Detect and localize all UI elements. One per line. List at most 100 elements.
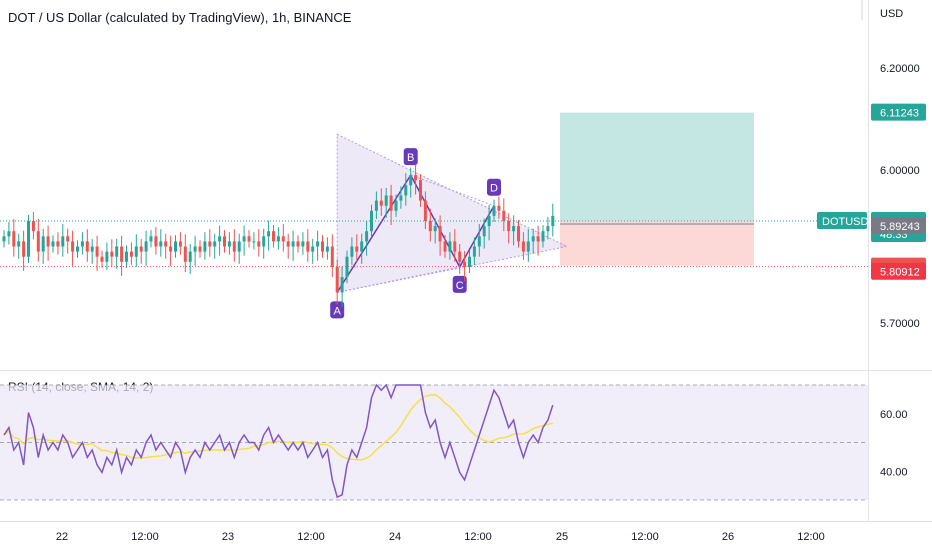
candle	[419, 174, 422, 207]
candle	[355, 234, 359, 262]
candle	[325, 237, 329, 260]
stop-loss-zone	[560, 221, 754, 266]
candle	[188, 243, 192, 275]
candle	[453, 229, 457, 262]
candle-body	[134, 246, 138, 257]
candle	[139, 238, 143, 264]
candle	[183, 234, 187, 272]
candle	[174, 235, 177, 258]
pattern-point-badge-b	[403, 148, 418, 166]
candle-body	[183, 246, 187, 262]
candle	[423, 191, 427, 230]
candle	[394, 194, 398, 217]
candle-body	[242, 236, 246, 242]
candle	[95, 235, 99, 271]
time-axis-tick: 22	[56, 531, 68, 543]
candle	[306, 229, 310, 262]
candle	[267, 220, 271, 251]
candle	[379, 188, 383, 216]
candle	[213, 233, 217, 259]
candle-body	[379, 200, 383, 206]
candle-body	[27, 221, 30, 257]
time-axis-tick: 12:00	[464, 531, 492, 543]
candle	[203, 232, 207, 260]
candle	[521, 232, 525, 260]
candle-body	[164, 241, 168, 247]
candle	[2, 230, 6, 248]
candle	[61, 224, 65, 257]
candle	[512, 215, 516, 246]
candle	[154, 227, 158, 255]
time-axis-tick: 26	[722, 531, 734, 543]
candle-body	[453, 241, 457, 252]
candle-body	[497, 205, 501, 211]
candle-body	[90, 246, 94, 252]
time-axis-tick: 24	[389, 531, 401, 543]
candle	[36, 218, 40, 262]
pattern-bd-line	[410, 174, 495, 207]
candle	[321, 235, 324, 258]
candle-body	[419, 180, 422, 201]
candle	[159, 229, 163, 257]
candle-body	[174, 241, 177, 252]
candle	[71, 230, 75, 266]
candle	[12, 218, 16, 257]
candle	[144, 230, 148, 266]
candle-body	[71, 241, 75, 252]
candle	[551, 203, 555, 237]
candle-body	[110, 251, 114, 257]
candle	[115, 238, 119, 269]
candle-body	[340, 277, 344, 293]
candle-body	[139, 246, 143, 252]
time-axis-tick: 12:00	[131, 531, 159, 543]
candle-body	[95, 246, 99, 257]
candle	[502, 198, 506, 232]
candle	[463, 251, 467, 282]
candle-body	[286, 241, 290, 247]
candle	[90, 238, 94, 264]
candle-body	[472, 246, 476, 257]
candle-body	[394, 200, 398, 211]
candle	[198, 240, 202, 258]
candle-body	[330, 246, 334, 267]
candle-body	[291, 241, 295, 247]
candle-body	[311, 246, 315, 252]
candle-body	[17, 241, 21, 247]
low-price-label-bg	[871, 262, 926, 280]
candle	[110, 239, 114, 267]
candle-body	[125, 251, 128, 262]
rsi-sma-line	[3, 393, 553, 461]
candle	[301, 232, 305, 255]
candle	[46, 225, 50, 261]
candle-body	[105, 251, 109, 262]
rsi-axis-tick: 60.00	[880, 409, 908, 421]
candle	[242, 225, 246, 256]
candle	[286, 233, 290, 259]
price-axis-tick: 6.00000	[880, 165, 920, 177]
candle	[458, 243, 462, 275]
symbol-label-bg	[817, 212, 867, 229]
pattern-point-label-d: D	[490, 183, 498, 195]
candle-body	[46, 236, 50, 247]
candle	[365, 220, 369, 256]
candle-body	[433, 226, 437, 232]
candle-body	[247, 236, 251, 242]
currency-label: USD	[880, 8, 904, 20]
candle	[468, 250, 471, 274]
low-price-label: 5.80912	[880, 267, 920, 279]
time-axis-tick: 12:00	[631, 531, 659, 543]
candle-body	[85, 241, 89, 252]
candle-body	[521, 241, 525, 252]
candle-body	[227, 241, 231, 247]
candle	[120, 235, 124, 277]
candle	[492, 199, 496, 223]
candle-body	[188, 251, 192, 262]
candle-body	[257, 241, 261, 247]
candle-body	[154, 236, 158, 247]
candle-body	[526, 241, 530, 252]
candle-body	[129, 251, 133, 257]
candle-body	[218, 236, 222, 242]
candle-body	[443, 241, 447, 252]
time-axis-tick: 25	[556, 531, 568, 543]
